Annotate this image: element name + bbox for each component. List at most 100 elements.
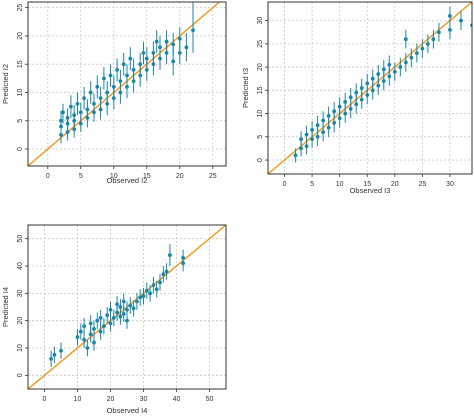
data-point	[420, 46, 425, 51]
data-point	[365, 81, 370, 86]
data-point	[164, 39, 169, 44]
y-tick-label: 25	[257, 40, 264, 48]
data-point	[304, 144, 309, 149]
data-point	[161, 272, 166, 277]
data-point	[154, 39, 159, 44]
data-point	[82, 337, 86, 342]
data-point	[343, 100, 348, 104]
x-tick-label: 0	[283, 181, 287, 188]
data-point	[310, 127, 315, 132]
data-point	[354, 102, 359, 107]
data-point	[425, 41, 430, 46]
y-tick-label: 0	[17, 373, 24, 377]
data-point	[98, 329, 103, 334]
data-point	[98, 316, 103, 320]
data-point	[135, 299, 139, 304]
plot-frame	[27, 1, 227, 167]
data-point	[85, 346, 90, 350]
y-tick-label: 30	[17, 289, 24, 297]
data-point	[387, 74, 392, 79]
data-point	[105, 90, 110, 95]
data-point	[125, 73, 129, 78]
data-point	[158, 45, 162, 50]
data-point	[151, 50, 156, 55]
data-point	[315, 134, 320, 139]
data-point	[365, 93, 370, 97]
data-point	[118, 79, 123, 84]
data-point	[337, 116, 342, 121]
data-point	[102, 324, 106, 329]
data-point	[78, 110, 83, 115]
data-point	[403, 37, 408, 42]
y-tick-label: 30	[257, 17, 264, 25]
y-tick-label: 15	[17, 60, 24, 68]
y-tick-label: 10	[257, 110, 264, 118]
data-point	[138, 295, 143, 300]
data-point	[299, 146, 303, 151]
y-tick-label: 0	[257, 158, 264, 162]
x-tick-label: 5	[310, 181, 314, 188]
data-point	[125, 307, 129, 312]
data-point	[131, 67, 136, 72]
x-axis-label: Observed I4	[107, 406, 148, 415]
x-tick-label: 5	[79, 173, 83, 180]
data-point	[128, 56, 133, 61]
data-point	[108, 307, 113, 312]
data-point	[376, 83, 381, 88]
data-point	[359, 86, 364, 90]
data-point	[409, 55, 414, 60]
y-tick-label: 5	[257, 135, 264, 139]
x-tick-label: 10	[74, 396, 82, 403]
y-axis-label: Predicted I2	[1, 64, 10, 104]
x-tick-label: 15	[363, 181, 371, 188]
data-point	[381, 67, 386, 72]
data-point	[370, 76, 375, 81]
y-tick-label: 15	[257, 86, 264, 94]
x-tick-label: 30	[446, 181, 454, 188]
data-point	[144, 288, 149, 293]
data-point	[168, 253, 172, 257]
y-tick-label: 0	[17, 147, 24, 151]
data-point	[92, 326, 96, 331]
data-point	[448, 27, 452, 32]
x-tick-label: 50	[206, 396, 214, 403]
data-point	[102, 76, 106, 81]
data-point	[381, 79, 386, 83]
x-tick-label: 10	[110, 173, 118, 180]
data-point	[148, 291, 153, 296]
x-tick-label: 0	[46, 173, 50, 180]
data-point	[337, 104, 342, 109]
data-point	[95, 84, 100, 89]
data-point	[118, 305, 123, 309]
chart-panel-i2: 0 5 10 15 20 25 0 5 10 15 20 25 Observed I2 Predicted…	[1, 1, 227, 185]
data-point	[414, 51, 419, 56]
plot-area	[28, 2, 221, 166]
data-point	[191, 28, 195, 33]
data-point	[138, 62, 143, 67]
data-point	[359, 97, 364, 102]
data-point	[118, 314, 123, 319]
y-tick-label: 5	[17, 119, 24, 123]
y-tick-label: 20	[17, 317, 24, 325]
x-tick-label: 40	[173, 396, 181, 403]
data-point	[459, 18, 463, 23]
data-point	[171, 42, 176, 47]
x-tick-label: 0	[43, 396, 47, 403]
data-point	[75, 335, 80, 339]
data-point	[98, 96, 103, 101]
data-point	[78, 121, 83, 126]
y-tick-label: 40	[17, 262, 24, 270]
data-point	[354, 90, 359, 95]
data-point	[181, 255, 186, 260]
y-tick-label: 25	[17, 4, 24, 12]
data-point	[164, 269, 169, 274]
data-point	[343, 111, 348, 116]
data-point	[115, 302, 119, 307]
data-point	[85, 107, 90, 112]
data-point	[151, 283, 156, 288]
data-point	[326, 113, 331, 118]
x-tick-label: 15	[143, 173, 151, 180]
data-point	[370, 88, 375, 93]
plot-frame	[267, 1, 473, 175]
y-tick-label: 10	[17, 344, 24, 352]
